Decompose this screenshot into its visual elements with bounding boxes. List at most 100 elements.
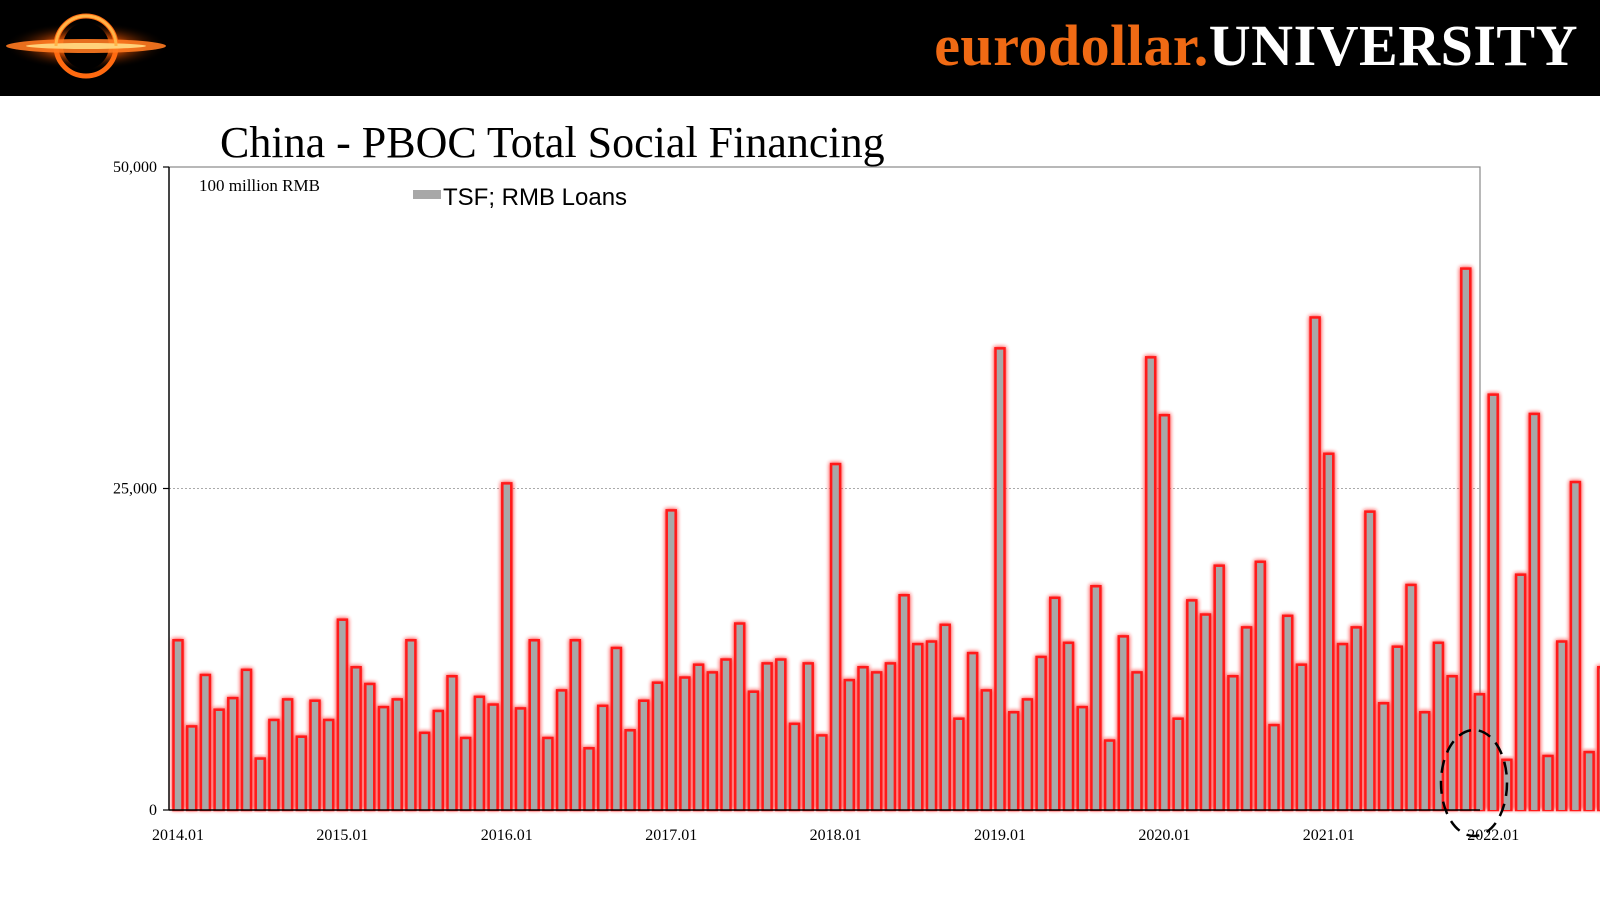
bar [857, 665, 869, 812]
bar-fill [1065, 644, 1072, 810]
x-tick-label: 2016.01 [481, 827, 533, 844]
y-tick-label: 25,000 [113, 481, 157, 498]
bar [678, 676, 691, 812]
bar-fill [1585, 753, 1593, 810]
bar-fill [969, 654, 976, 810]
bar [624, 728, 637, 812]
bar [473, 695, 486, 812]
bar-fill [1229, 677, 1237, 810]
bar-fill [709, 673, 716, 810]
bar-fill [366, 685, 373, 810]
bar [500, 481, 513, 812]
bar-fill [626, 731, 634, 810]
bar [1089, 584, 1102, 812]
bar [1117, 634, 1130, 812]
bar-fill [202, 676, 209, 810]
x-tick-label: 2017.01 [645, 827, 697, 844]
bar [774, 658, 787, 812]
bar [1583, 750, 1596, 812]
bar [1103, 739, 1116, 812]
bar [1569, 480, 1582, 812]
bar-fill [805, 664, 812, 810]
bar [1172, 717, 1185, 812]
bar [596, 704, 609, 812]
brand-primary: eurodollar. [934, 13, 1209, 78]
bar-fill [1188, 601, 1195, 810]
bar-fill [476, 698, 483, 810]
bar-outline [1597, 666, 1600, 812]
bar-fill [544, 739, 552, 810]
bar-fill [1531, 415, 1538, 810]
bar-fill [859, 668, 867, 810]
bar [720, 658, 732, 812]
bar-fill [215, 710, 223, 810]
bar [1076, 705, 1089, 812]
bar [446, 674, 458, 812]
bar-fill [311, 701, 319, 810]
bar-fill [832, 465, 839, 810]
bar-fill [1544, 757, 1552, 810]
bar [528, 638, 541, 812]
bar [733, 622, 746, 812]
bar [651, 681, 664, 812]
bar [1487, 393, 1500, 812]
dashed-ellipse-annotation [1439, 728, 1509, 838]
bar-fill [654, 683, 661, 810]
bar [432, 709, 445, 812]
bar [336, 618, 349, 812]
bar-fill [1476, 695, 1483, 810]
bar [295, 735, 308, 812]
bar [569, 638, 582, 812]
x-tick-label: 2018.01 [810, 827, 862, 844]
bar-fill [435, 712, 442, 810]
bar [1350, 625, 1363, 812]
bar-fill [243, 671, 250, 810]
legend-swatch [413, 190, 441, 199]
bar [870, 670, 883, 812]
bar-fill [1366, 512, 1374, 810]
bar-fill [1133, 673, 1141, 810]
bar [747, 690, 760, 812]
bar [1007, 710, 1020, 812]
bar [541, 736, 554, 812]
bar-fill [270, 721, 278, 810]
bar-fill [257, 759, 264, 810]
x-tick-label: 2014.01 [152, 827, 204, 844]
bar [1254, 560, 1267, 812]
bar [240, 668, 253, 812]
bar [994, 346, 1006, 812]
bar-fill [1339, 645, 1346, 810]
bar [1336, 642, 1349, 812]
bar-fill [503, 484, 510, 810]
bar-fill [448, 677, 456, 810]
bar-fill [558, 691, 565, 810]
bar [391, 697, 404, 812]
bar [1363, 510, 1376, 812]
bar [1391, 645, 1404, 812]
bar [802, 661, 815, 812]
bar [1021, 697, 1034, 812]
bar-fill [489, 705, 497, 810]
bar-fill [818, 736, 826, 810]
bar-fill [1202, 615, 1209, 810]
bar-fill [174, 641, 182, 810]
bar [637, 699, 650, 812]
bar-fill [1325, 455, 1332, 810]
bar-fill [640, 701, 647, 810]
bar-fill [1024, 700, 1031, 810]
bar-fill [846, 681, 853, 810]
bar [1185, 598, 1198, 812]
bar [267, 718, 280, 812]
bar [418, 731, 431, 812]
header-bar: eurodollar.UNIVERSITY [0, 0, 1600, 96]
bar-fill [1284, 617, 1291, 810]
bar-fill [585, 749, 593, 810]
bar [1240, 625, 1253, 812]
bar [843, 678, 856, 812]
bar [1405, 583, 1417, 812]
y-tick-label: 0 [149, 802, 157, 819]
brand-wordmark: eurodollar.UNIVERSITY [934, 8, 1578, 84]
bar-fill [942, 626, 949, 810]
bar-fill [339, 620, 346, 810]
bar [706, 670, 719, 812]
